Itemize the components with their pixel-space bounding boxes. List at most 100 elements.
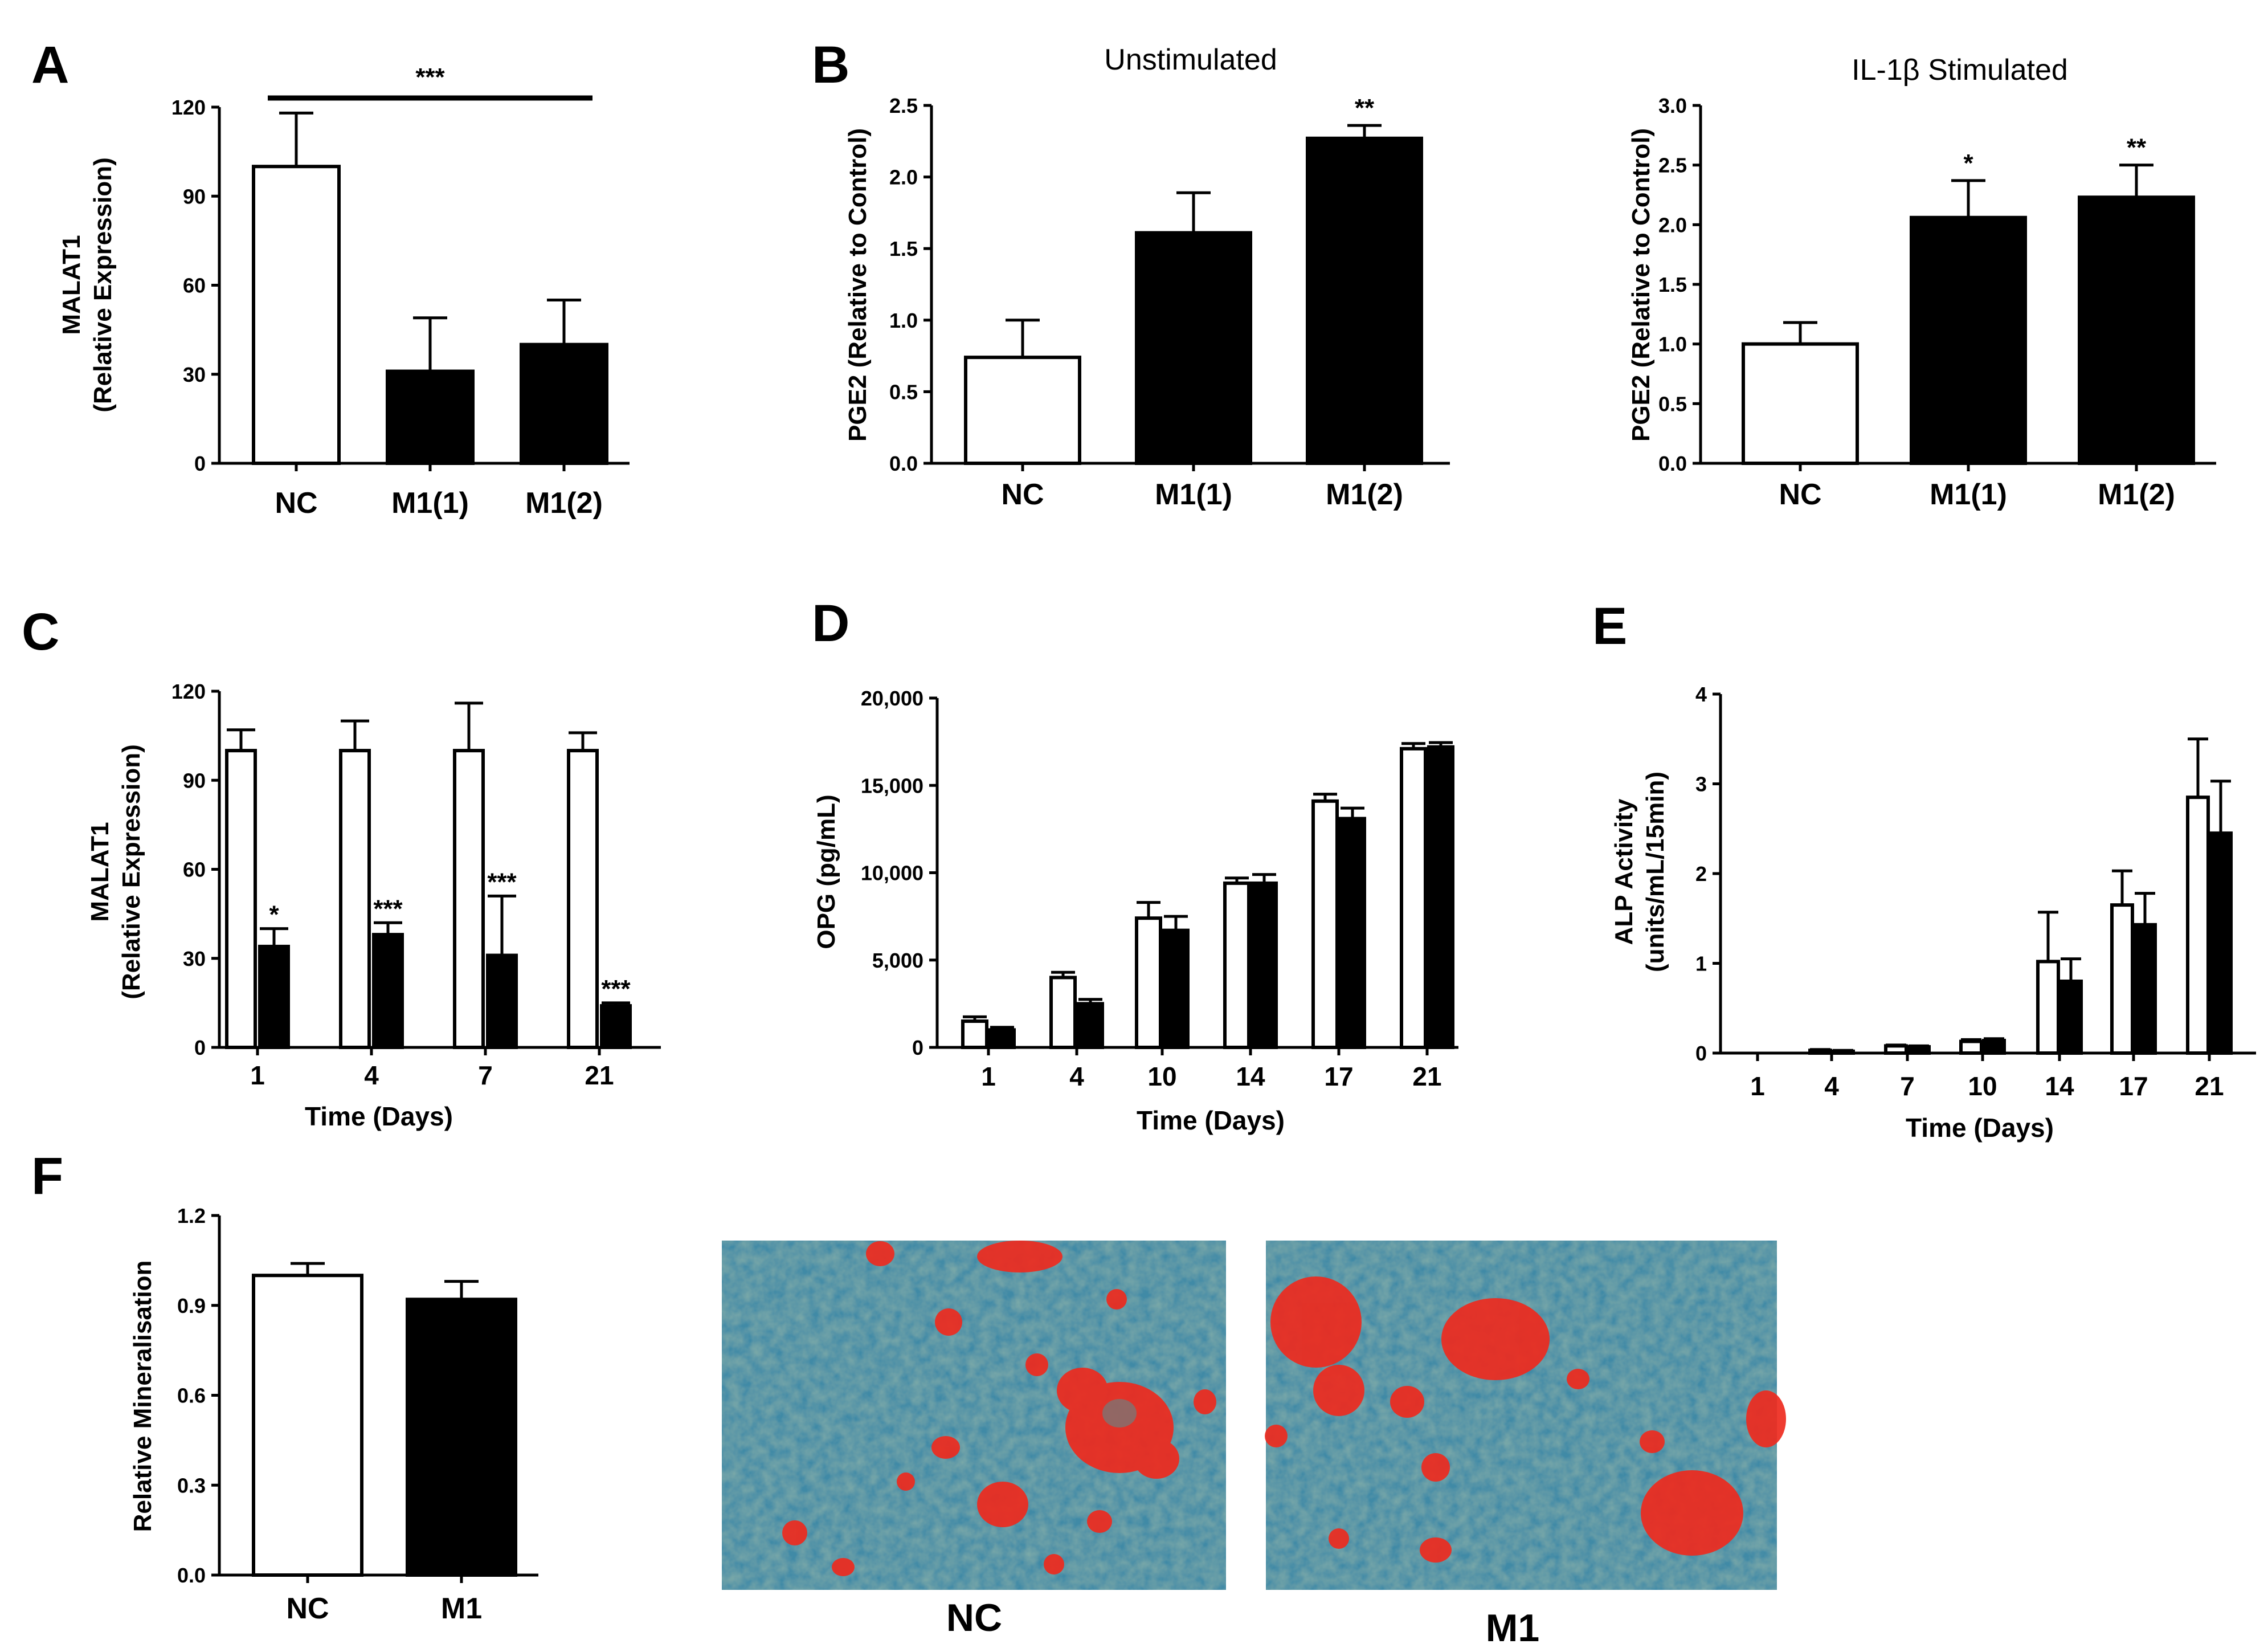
bar-nc <box>1311 799 1339 1049</box>
bar-m1 <box>988 1028 1016 1049</box>
x-tick-label: M1 <box>441 1592 482 1625</box>
x-tick-label: M1(1) <box>391 487 469 520</box>
y-axis-label: (Relative Expression) <box>117 744 145 1000</box>
y-tick-label: 0 <box>912 1036 923 1059</box>
x-tick-label: M1(2) <box>1326 478 1403 511</box>
panel-letter-e: E <box>1592 597 1627 655</box>
bar-nc <box>1049 976 1077 1050</box>
y-tick-label: 0.0 <box>1658 452 1687 475</box>
bar-m1 <box>1077 1002 1104 1049</box>
x-tick-label: NC <box>1001 478 1044 511</box>
y-tick-label: 1.5 <box>889 237 918 260</box>
y-tick-label: 0.3 <box>177 1474 206 1497</box>
y-axis-label: Relative Mineralisation <box>129 1261 157 1532</box>
bar-m1 <box>1339 817 1366 1049</box>
y-tick-label: 0.6 <box>177 1384 206 1408</box>
x-tick-label: 10 <box>1147 1062 1176 1091</box>
bar-nc <box>964 356 1081 465</box>
x-tick-label: 21 <box>1412 1062 1441 1091</box>
y-tick-label: 2.5 <box>889 94 918 117</box>
y-tick-label: 120 <box>171 96 206 119</box>
alizarin-stain-m1-image <box>1265 1241 1786 1590</box>
bar-nc <box>2036 960 2060 1055</box>
panel-letter-a: A <box>31 36 69 94</box>
bar-nc <box>2110 903 2134 1055</box>
x-tick-label: 4 <box>364 1060 379 1090</box>
y-tick-label: 3.0 <box>1658 94 1687 117</box>
chart-d: 0 5,000 10,000 15,000 20,000 OPG (pg/mL) Time … <box>812 687 1458 1135</box>
x-tick-label: M1(1) <box>1930 478 2007 511</box>
y-tick-label: 0 <box>1695 1042 1707 1065</box>
x-tick-label: 10 <box>1968 1071 1997 1101</box>
y-tick-label: 4 <box>1695 683 1707 706</box>
bar-nc <box>1742 342 1859 466</box>
y-tick-label: 20,000 <box>861 687 923 710</box>
x-axis-label: Time (Days) <box>1906 1113 2054 1143</box>
y-tick-label: 0.5 <box>889 380 918 403</box>
bar-m1 <box>1162 928 1190 1050</box>
panel-letter-b: B <box>812 36 849 94</box>
panel-letter-c: C <box>22 603 59 661</box>
y-tick-label: 2.5 <box>1658 154 1687 177</box>
y-tick-label: 3 <box>1695 773 1707 796</box>
x-tick-label: 1 <box>1750 1071 1765 1101</box>
significance-label: ** <box>1355 94 1375 122</box>
alizarin-stain-m1-caption: M1 <box>1486 1606 1539 1650</box>
significance-label: *** <box>487 868 517 896</box>
x-tick-label: M1(2) <box>2098 478 2175 511</box>
bar-nc <box>252 165 341 465</box>
y-tick-label: 0 <box>194 1036 206 1059</box>
alizarin-stain-nc-caption: NC <box>946 1596 1002 1639</box>
chart-a: 0 30 60 90 120 MALAT1 (Relative Expression) NC M… <box>58 63 630 520</box>
y-tick-label: 0.5 <box>1658 392 1687 415</box>
bar-nc <box>961 1019 988 1050</box>
bar-nc <box>1135 916 1162 1049</box>
x-tick-label: 1 <box>250 1060 265 1090</box>
bar-m1 <box>372 933 404 1050</box>
y-tick-label: 2 <box>1695 862 1707 886</box>
x-tick-label: NC <box>1779 478 1821 511</box>
bar-m1-1 <box>386 369 475 466</box>
y-axis-label: MALAT1 <box>58 235 85 335</box>
y-axis-label: PGE2 (Relative to Control) <box>1627 128 1655 442</box>
significance-label: *** <box>601 975 631 1003</box>
bar-nc <box>1959 1039 1983 1055</box>
y-tick-label: 90 <box>183 185 206 208</box>
y-axis-label: OPG (pg/mL) <box>812 794 840 949</box>
bar-m1 <box>1907 1045 1931 1055</box>
bar-nc <box>339 749 371 1049</box>
chart-b-unstimulated: 0.0 0.5 1.0 1.5 2.0 2.5 PGE2 (Relative to Cont… <box>844 43 1450 511</box>
bar-m1 <box>1251 881 1278 1049</box>
chart-e: 0 1 2 3 4 ALP Activity (units/mL/15min) Time (D… <box>1610 683 2256 1143</box>
y-tick-label: 120 <box>171 680 206 703</box>
bar-nc <box>252 1274 363 1577</box>
y-tick-label: 2.0 <box>1658 213 1687 236</box>
x-tick-label: 21 <box>2195 1071 2224 1101</box>
panel-letter-d: D <box>812 594 849 652</box>
y-axis-label: (Relative Expression) <box>89 157 117 413</box>
y-axis-label: ALP Activity <box>1610 798 1638 945</box>
x-tick-label: M1(1) <box>1155 478 1232 511</box>
significance-label: *** <box>373 895 403 923</box>
chart-c: 0 30 60 90 120 MALAT1 (Relative Expression) Tim… <box>86 680 661 1131</box>
x-tick-label: NC <box>286 1592 329 1625</box>
y-tick-label: 1.2 <box>177 1204 206 1227</box>
significance-label: *** <box>415 63 445 91</box>
y-tick-label: 1.5 <box>1658 273 1687 296</box>
chart-title: Unstimulated <box>1104 43 1277 76</box>
x-axis-label: Time (Days) <box>1137 1106 1285 1135</box>
x-tick-label: 7 <box>478 1060 493 1090</box>
y-tick-label: 0.0 <box>889 452 918 475</box>
bar-m1 <box>1427 745 1454 1049</box>
x-tick-label: 21 <box>585 1060 614 1090</box>
x-tick-label: 17 <box>1324 1062 1353 1091</box>
bar-nc <box>453 749 485 1049</box>
x-tick-label: 7 <box>1900 1071 1915 1101</box>
x-axis-label: Time (Days) <box>305 1102 453 1131</box>
y-tick-label: 1.0 <box>1658 333 1687 356</box>
y-tick-label: 30 <box>183 363 206 386</box>
significance-label: * <box>269 901 279 929</box>
bar-nc <box>1223 881 1251 1049</box>
x-tick-label: 14 <box>1236 1062 1265 1091</box>
x-tick-label: 17 <box>2119 1071 2148 1101</box>
